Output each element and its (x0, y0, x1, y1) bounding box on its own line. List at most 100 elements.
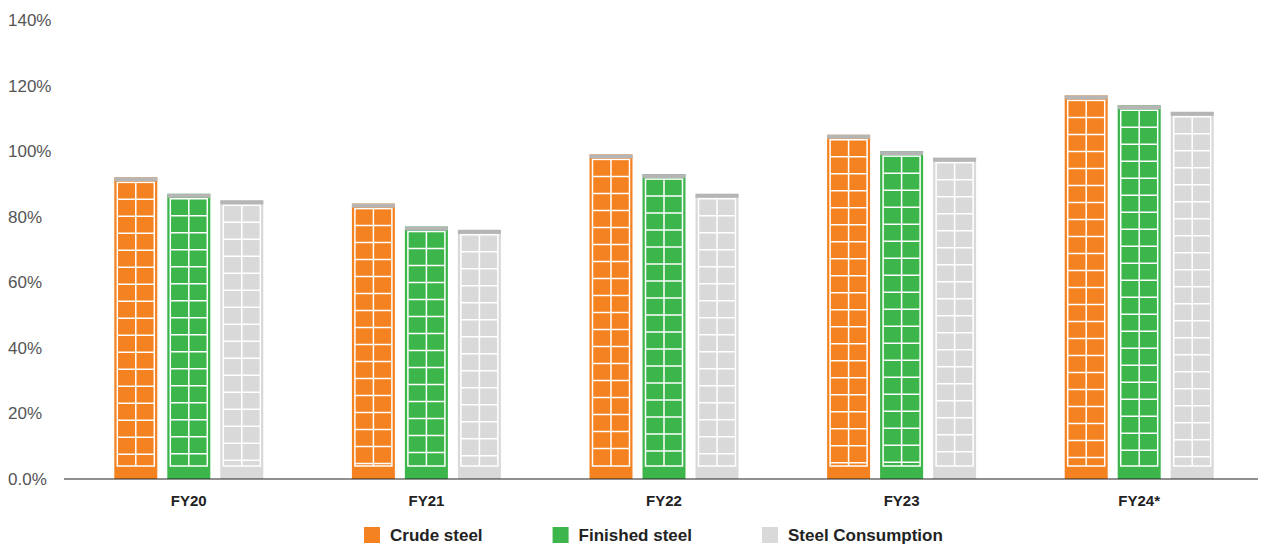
bar-pattern-line (936, 179, 973, 181)
bar-pattern-line (1121, 364, 1158, 366)
bar-pattern-line (883, 444, 920, 446)
x-axis-line (64, 478, 1258, 479)
bar-pattern-line (646, 263, 683, 265)
bar-pattern-line (170, 215, 207, 217)
bar-pattern-frame (170, 199, 207, 466)
bar-pattern-line (117, 454, 154, 456)
bar (458, 230, 501, 479)
x-tick-label: FY23 (884, 492, 920, 509)
bar-pattern-line (117, 233, 154, 235)
bar-pattern-line (1068, 151, 1105, 153)
bar-pattern-line (1068, 236, 1105, 238)
bar-pattern-line (830, 326, 867, 328)
bar-pattern-frame (117, 182, 154, 466)
bar-pattern-line (355, 446, 392, 448)
bar-pattern-line (699, 385, 736, 387)
bar-pattern-line (830, 462, 867, 464)
bar-pattern-line (1174, 150, 1211, 152)
bar-pattern-line (1174, 235, 1211, 237)
bar-pattern-line (1068, 253, 1105, 255)
bar-pattern (405, 227, 448, 466)
bar-pattern-line (830, 309, 867, 311)
bar-pattern-line (1085, 100, 1087, 466)
bar (167, 194, 210, 479)
bar-pattern-line (117, 335, 154, 337)
bar-pattern-line (408, 452, 445, 454)
bar-pattern-line (1068, 372, 1105, 374)
bar-pattern-line (1068, 202, 1105, 204)
bar-pattern-line (1068, 134, 1105, 136)
bar-pattern-line (461, 319, 498, 321)
bar-pattern-line (593, 261, 630, 263)
bar-pattern-line (355, 378, 392, 380)
bar-pattern-line (830, 258, 867, 260)
bar-pattern-line (223, 426, 260, 428)
bar-pattern-line (117, 199, 154, 201)
x-tick-label: FY22 (646, 492, 682, 509)
bar-pattern-line (830, 275, 867, 277)
bar-pattern-line (936, 400, 973, 402)
bar-pattern-line (883, 427, 920, 429)
bar-pattern-line (883, 325, 920, 327)
bar-pattern-line (117, 216, 154, 218)
bar-pattern-line (646, 365, 683, 367)
bar-pattern-line (170, 249, 207, 251)
bar-pattern (167, 194, 210, 466)
bar-pattern-line (355, 327, 392, 329)
bar-pattern-line (461, 404, 498, 406)
bar-pattern-line (699, 351, 736, 353)
bar-pattern-line (408, 418, 445, 420)
bar-cap (220, 200, 263, 204)
bar-cap (933, 158, 976, 162)
bar-pattern-line (593, 431, 630, 433)
bar-pattern-line (883, 206, 920, 208)
bar-pattern-line (461, 421, 498, 423)
y-tick-label: 40% (8, 339, 42, 358)
bar-pattern-line (830, 207, 867, 209)
bar-cap (590, 154, 633, 158)
bar-pattern-line (936, 315, 973, 317)
bar-cap (696, 194, 739, 198)
bar-pattern-line (1068, 338, 1105, 340)
bar-pattern-line (1121, 381, 1158, 383)
bar-pattern-line (593, 210, 630, 212)
bar (933, 158, 976, 479)
bar-pattern-line (223, 375, 260, 377)
bar-pattern-line (1121, 160, 1158, 162)
bar-pattern-line (1068, 219, 1105, 221)
bar-pattern-line (883, 189, 920, 191)
bar-pattern-line (223, 222, 260, 224)
bar-pattern-line (830, 343, 867, 345)
bar-pattern-line (1121, 347, 1158, 349)
bar-pattern (643, 174, 686, 466)
bar-pattern-line (1174, 422, 1211, 424)
bar-pattern-line (593, 346, 630, 348)
bar-pattern-line (170, 402, 207, 404)
bar-cap (167, 194, 210, 198)
bar-pattern-line (699, 283, 736, 285)
bar-pattern-line (830, 190, 867, 192)
bar-pattern-line (355, 225, 392, 227)
bar-pattern-line (1174, 439, 1211, 441)
bar-pattern-line (699, 317, 736, 319)
bar-pattern-line (117, 284, 154, 286)
x-tick-label: FY21 (408, 492, 444, 509)
bar-pattern-line (170, 266, 207, 268)
legend-item: Steel Consumption (762, 526, 943, 545)
bar (1118, 105, 1161, 479)
bar-pattern-line (1174, 388, 1211, 390)
bar-pattern-line (646, 348, 683, 350)
bar-pattern (696, 194, 739, 466)
bar-pattern (458, 230, 501, 466)
bar-pattern-line (117, 267, 154, 269)
bar-pattern-line (699, 300, 736, 302)
bar-cap (1118, 105, 1161, 109)
bar-pattern-line (936, 213, 973, 215)
bar-pattern-line (461, 438, 498, 440)
bar-pattern-line (936, 230, 973, 232)
bar-pattern-line (1068, 423, 1105, 425)
bar-pattern-line (1174, 320, 1211, 322)
bar-pattern-line (593, 329, 630, 331)
bar-pattern-line (117, 386, 154, 388)
bar-pattern-line (408, 367, 445, 369)
